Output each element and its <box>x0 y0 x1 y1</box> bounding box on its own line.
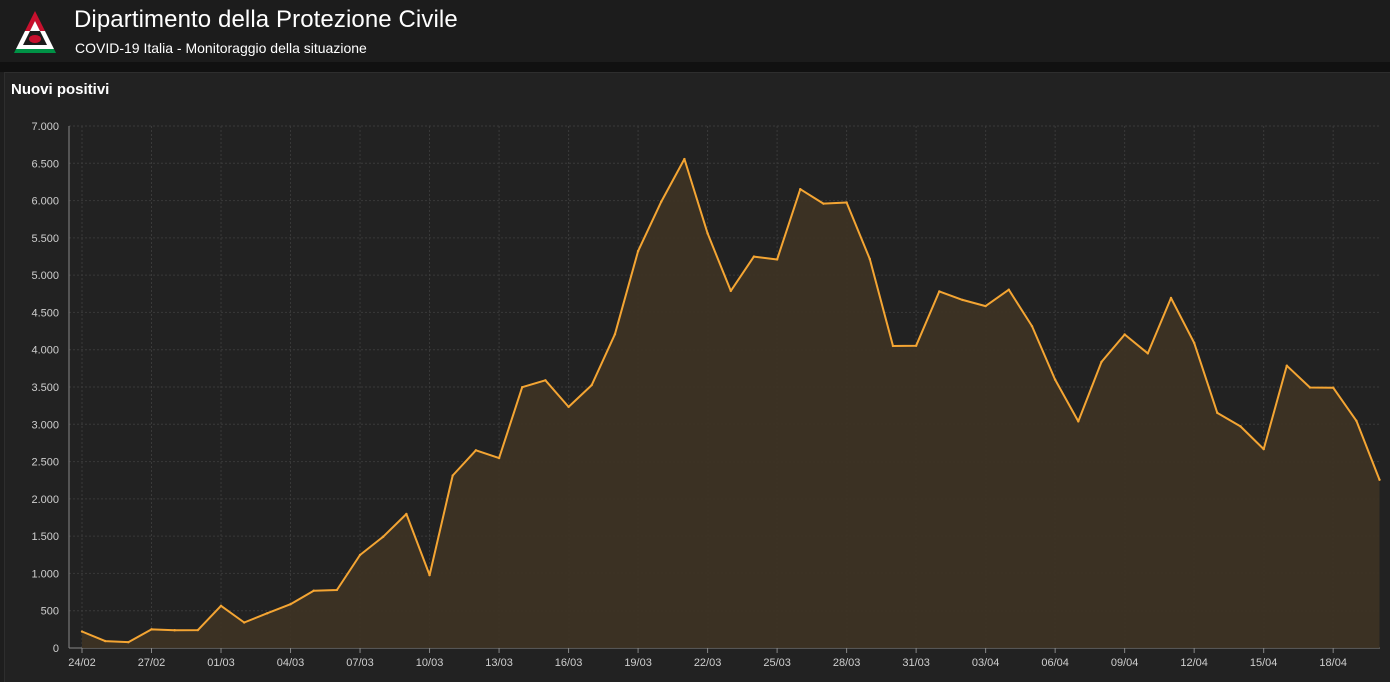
y-tick-label: 2.000 <box>31 494 59 506</box>
y-tick-label: 3.500 <box>31 382 59 394</box>
data-point <box>1331 386 1335 389</box>
data-point <box>938 290 941 293</box>
data-point <box>1216 411 1219 415</box>
data-point <box>173 629 176 632</box>
data-point <box>1192 341 1196 345</box>
y-tick-label: 7.000 <box>31 121 59 133</box>
data-point <box>103 639 107 643</box>
x-tick-label: 28/03 <box>833 657 861 669</box>
data-point <box>868 257 871 261</box>
data-point <box>799 187 802 191</box>
data-point <box>590 383 593 387</box>
x-tick-label: 09/04 <box>1111 657 1139 669</box>
data-point <box>428 573 431 577</box>
data-point <box>1262 447 1265 451</box>
page-title: Dipartimento della Protezione Civile <box>74 6 458 33</box>
data-point <box>382 535 385 538</box>
y-tick-label: 6.500 <box>31 158 59 170</box>
data-point <box>1030 324 1034 328</box>
data-point <box>706 232 709 235</box>
y-tick-label: 0 <box>53 643 59 655</box>
series-area <box>82 159 1380 648</box>
x-tick-label: 06/04 <box>1041 657 1069 669</box>
data-point <box>1053 378 1057 381</box>
data-point <box>845 201 848 204</box>
data-point <box>451 474 454 477</box>
y-tick-label: 500 <box>41 606 59 618</box>
data-point <box>914 344 918 347</box>
data-point <box>150 628 153 631</box>
data-point <box>683 157 686 161</box>
y-tick-label: 1.000 <box>31 568 59 580</box>
x-tick-label: 22/03 <box>694 657 722 669</box>
data-point <box>80 630 84 633</box>
app-header: Dipartimento della Protezione Civile COV… <box>0 0 1390 64</box>
data-point <box>474 449 478 452</box>
data-point <box>289 603 292 606</box>
data-point <box>497 456 501 460</box>
x-tick-label: 03/04 <box>972 657 1000 669</box>
x-tick-label: 13/03 <box>485 657 513 669</box>
data-point <box>567 405 570 409</box>
data-point <box>544 379 547 382</box>
x-tick-label: 19/03 <box>624 657 652 669</box>
data-point <box>521 386 524 389</box>
x-tick-label: 07/03 <box>346 657 374 669</box>
data-point <box>636 249 640 253</box>
data-point <box>127 640 130 644</box>
data-point <box>1378 478 1381 481</box>
data-point <box>961 298 964 302</box>
x-tick-label: 15/04 <box>1250 657 1278 669</box>
y-tick-label: 2.500 <box>31 457 59 469</box>
protezione-civile-logo <box>14 11 56 53</box>
data-point <box>891 344 895 348</box>
x-tick-label: 10/03 <box>416 657 444 669</box>
data-point <box>822 202 825 205</box>
data-point <box>266 612 269 615</box>
x-tick-label: 12/04 <box>1180 657 1208 669</box>
data-point <box>405 512 408 516</box>
data-point <box>335 588 339 592</box>
header-separator <box>0 64 1390 72</box>
data-point <box>242 621 246 624</box>
x-tick-label: 31/03 <box>902 657 930 669</box>
data-point <box>1007 288 1010 291</box>
data-point <box>775 258 779 261</box>
data-point <box>1285 364 1289 367</box>
x-tick-label: 24/02 <box>68 657 96 669</box>
data-point <box>613 333 617 336</box>
data-point <box>1308 386 1312 389</box>
data-point <box>219 604 223 607</box>
data-point <box>1355 419 1358 422</box>
data-point <box>196 628 200 632</box>
data-point <box>1239 425 1242 428</box>
data-point <box>984 304 987 308</box>
data-point <box>1123 333 1126 336</box>
data-point <box>1077 420 1080 423</box>
y-tick-label: 3.000 <box>31 419 59 431</box>
chart-title: Nuovi positivi <box>11 81 110 98</box>
data-point <box>729 289 732 293</box>
data-point <box>312 589 315 592</box>
data-point <box>752 255 756 258</box>
y-tick-label: 5.500 <box>31 233 59 245</box>
x-tick-label: 25/03 <box>763 657 791 669</box>
y-tick-label: 1.500 <box>31 531 59 543</box>
data-point <box>358 553 362 557</box>
y-tick-label: 4.000 <box>31 345 59 357</box>
x-tick-label: 18/04 <box>1319 657 1347 669</box>
x-tick-label: 16/03 <box>555 657 583 669</box>
x-tick-label: 04/03 <box>277 657 305 669</box>
data-point <box>1169 296 1173 300</box>
x-tick-label: 27/02 <box>138 657 166 669</box>
y-tick-label: 6.000 <box>31 196 59 208</box>
y-tick-label: 5.000 <box>31 270 59 282</box>
page-subtitle: COVID-19 Italia - Monitoraggio della sit… <box>75 40 367 56</box>
data-point <box>1100 360 1103 364</box>
data-point <box>660 200 663 203</box>
x-tick-label: 01/03 <box>207 657 235 669</box>
data-point <box>1146 352 1150 355</box>
y-tick-label: 4.500 <box>31 307 59 319</box>
